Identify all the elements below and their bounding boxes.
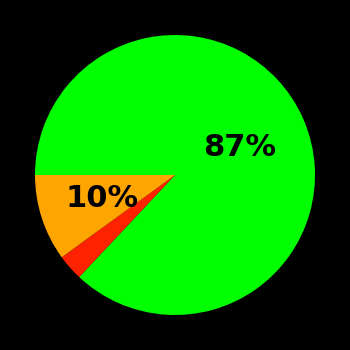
Wedge shape — [35, 35, 315, 315]
Text: 87%: 87% — [203, 133, 276, 162]
Wedge shape — [35, 175, 175, 257]
Wedge shape — [62, 175, 175, 277]
Text: 10%: 10% — [65, 184, 138, 213]
